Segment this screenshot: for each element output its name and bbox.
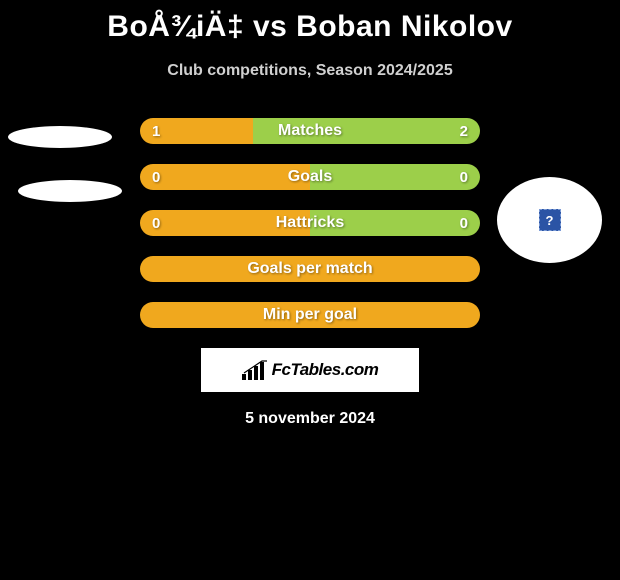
stat-label: Goals per match: [140, 256, 480, 282]
stat-label: Matches: [140, 118, 480, 144]
comparison-date: 5 november 2024: [0, 410, 620, 428]
stat-bar: Goals per match: [140, 256, 480, 282]
stat-bar: 00Goals: [140, 164, 480, 190]
player1-avatar-placeholder-2: [18, 180, 122, 202]
player2-avatar-placeholder: ?: [497, 177, 602, 263]
stat-bar: 12Matches: [140, 118, 480, 144]
brand-chart-icon: [242, 360, 268, 380]
player1-avatar-placeholder-1: [8, 126, 112, 148]
stat-label: Min per goal: [140, 302, 480, 328]
comparison-title: BoÅ¾iÄ‡ vs Boban Nikolov: [0, 0, 620, 44]
comparison-subtitle: Club competitions, Season 2024/2025: [0, 62, 620, 80]
stat-bar: 00Hattricks: [140, 210, 480, 236]
stat-label: Goals: [140, 164, 480, 190]
brand-text: FcTables.com: [272, 360, 379, 380]
stat-label: Hattricks: [140, 210, 480, 236]
missing-image-icon: ?: [539, 209, 561, 231]
stat-bar: Min per goal: [140, 302, 480, 328]
brand-box: FcTables.com: [201, 348, 419, 392]
